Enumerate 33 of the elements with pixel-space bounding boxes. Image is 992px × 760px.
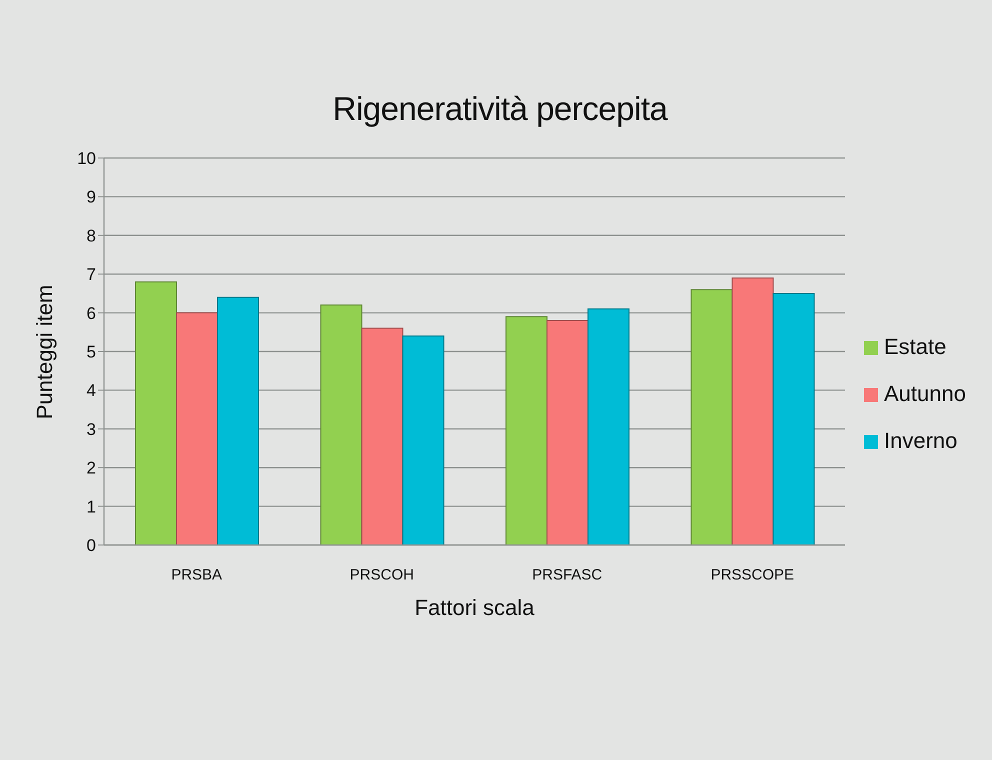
y-tick-label: 0 [86,536,96,556]
x-axis-title: Fattori scala [414,595,536,620]
bar [361,328,404,545]
y-tick-label: 7 [86,265,96,284]
bar [546,320,588,545]
chart-title: Rigeneratività percepita [332,90,669,128]
x-tick-label: PRSFASC [532,566,602,584]
y-axis-title: Punteggi item [32,284,57,420]
legend-label: Autunno [884,381,966,406]
y-tick-label: 5 [86,342,96,362]
x-tick-label: PRSBA [171,566,222,584]
y-tick-label: 2 [86,458,96,478]
y-tick-label: 9 [86,188,96,207]
bar [505,316,548,545]
legend-label: Estate [884,334,946,359]
bar [216,296,259,545]
y-tick-label: 8 [86,226,96,246]
x-tick-label: PRSCOH [350,566,414,584]
x-tick-label: PRSSCOPE [710,566,794,584]
bar [134,281,177,545]
bar [320,304,362,545]
bar [402,336,444,545]
y-tick-label: 3 [86,420,96,439]
y-tick-label: 1 [86,497,96,516]
legend-label: Inverno [884,428,958,453]
y-tick-label: 10 [77,149,96,168]
bar [176,312,218,545]
y-tick-label: 6 [86,304,96,323]
bar [732,277,774,545]
y-tick-label: 4 [86,381,96,400]
bar [587,308,630,545]
bar [772,292,815,545]
bar [690,289,733,545]
